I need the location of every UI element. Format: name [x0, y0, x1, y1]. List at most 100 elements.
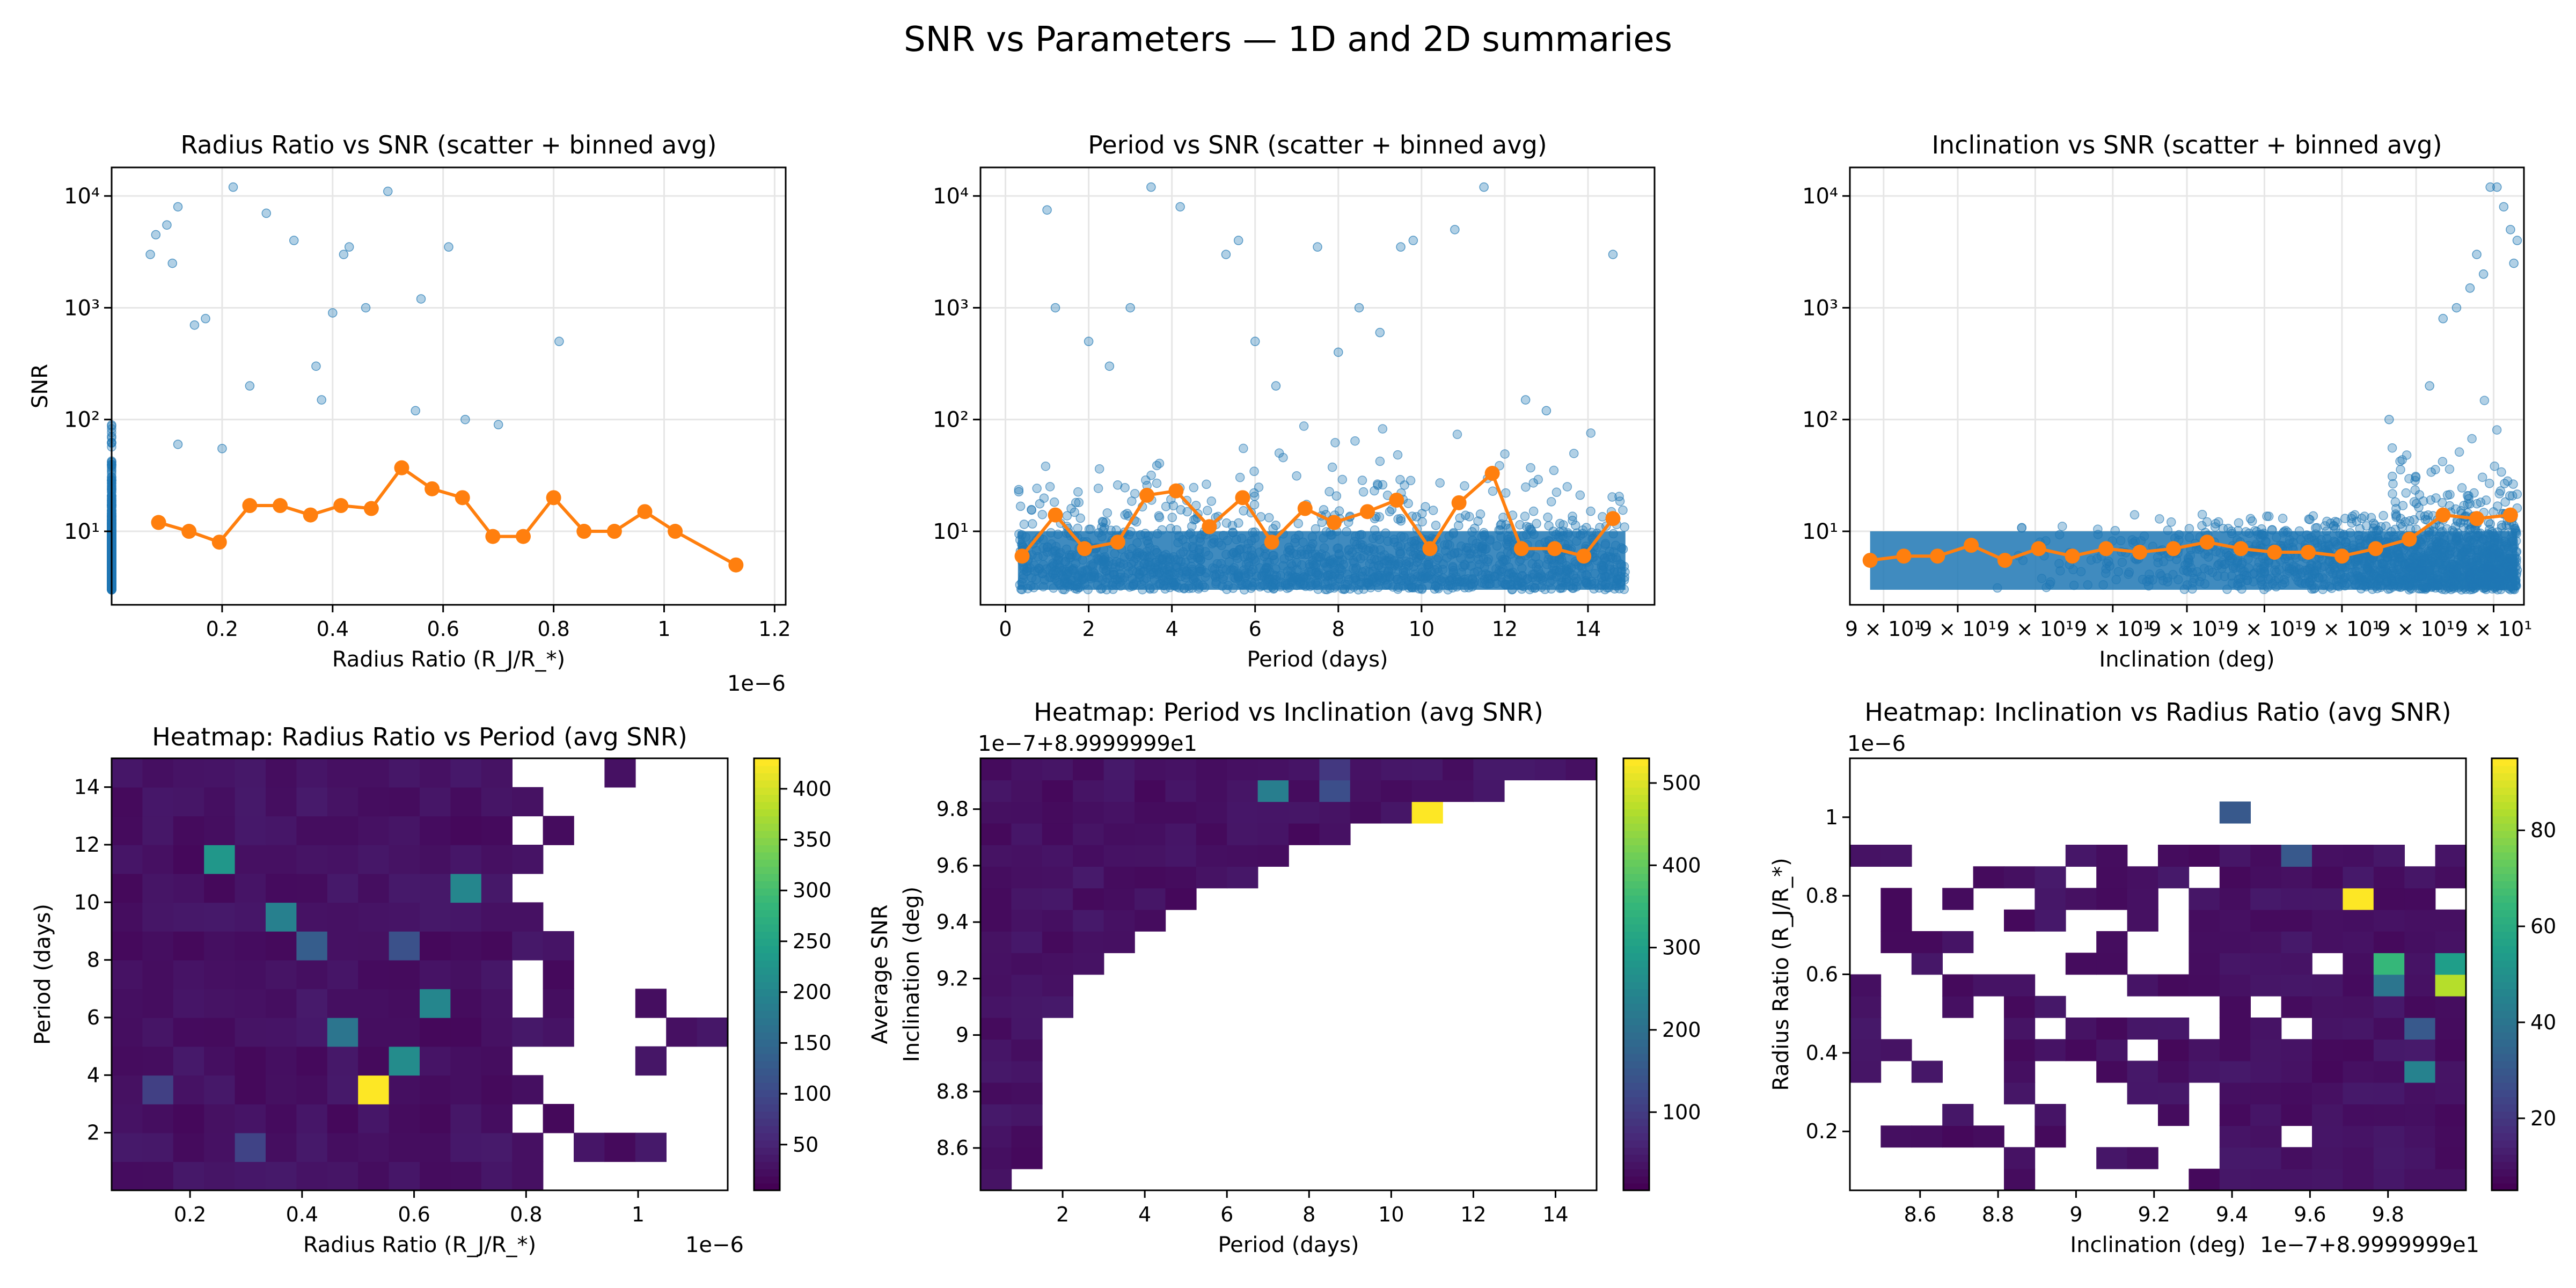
- x-tick-label: 0.6: [427, 617, 459, 641]
- outlier-point: [339, 250, 349, 259]
- outlier-point: [1042, 205, 1052, 215]
- outlier-point: [173, 440, 183, 449]
- colorbar-tick-label: 60: [2530, 914, 2556, 938]
- binned-avg-point: [2435, 507, 2451, 523]
- x-tick-label: 9.4: [2216, 1203, 2248, 1226]
- x-tick-label: 9 × 10¹: [1997, 617, 2074, 641]
- binned-avg-point: [1964, 538, 1979, 553]
- x-tick-label: 4: [1166, 617, 1179, 641]
- y-tick-label: 0.6: [1806, 963, 1838, 986]
- outlier-point: [173, 202, 183, 212]
- outlier-point: [554, 336, 564, 346]
- outlier-point: [2451, 303, 2462, 313]
- binned-avg-point: [2098, 541, 2114, 557]
- colorbar-tick-label: 100: [1662, 1100, 1701, 1124]
- colorbar-tick-label: 300: [793, 879, 832, 902]
- colorbar: 100 200 300 400 500: [1622, 757, 1701, 1191]
- y-tick-label: 10⁴: [1802, 184, 1838, 209]
- x-tick-label: 0.8: [537, 617, 569, 641]
- y-tick-label: 9.2: [936, 967, 969, 990]
- colorbar-tick-label: 200: [793, 980, 832, 1004]
- binned-avg-point: [2165, 541, 2181, 557]
- binned-avg-point: [546, 490, 561, 506]
- y-tick-label: 10³: [933, 296, 969, 320]
- heatmap-cells: [1850, 801, 2467, 1191]
- axes-frame: [979, 166, 1656, 606]
- outlier-point: [1313, 242, 1322, 252]
- binned-avg-point: [1930, 548, 1945, 564]
- x-tick-label: 0.6: [398, 1203, 430, 1226]
- y-tick-label: 0.4: [1806, 1041, 1838, 1065]
- binned-avg-point: [728, 557, 744, 573]
- outlier-point: [2478, 269, 2489, 279]
- binned-avg-point: [1077, 541, 1092, 557]
- x-tick-label: 9 × 10¹: [2074, 617, 2151, 641]
- outlier-point: [261, 208, 272, 218]
- colorbar-tick-label: 150: [793, 1031, 832, 1055]
- x-tick-label: 8: [1332, 617, 1345, 641]
- binned-avg-point: [1547, 541, 1562, 557]
- outlier-point: [493, 420, 503, 430]
- outlier-point: [411, 406, 420, 416]
- binned-avg-point: [363, 501, 379, 516]
- y-tick-label: 1: [1825, 806, 1838, 829]
- outlier-point: [201, 313, 210, 324]
- x-tick-label: 6: [1220, 1203, 1233, 1226]
- binned-avg-point: [2368, 541, 2383, 557]
- outlier-point: [2512, 236, 2522, 245]
- colorbar-tick-label: 400: [1662, 853, 1701, 877]
- panel-title: Period vs SNR (scatter + binned avg): [1088, 130, 1547, 159]
- outlier-point: [361, 303, 371, 313]
- binned-avg-point: [1451, 495, 1467, 510]
- outlier-point: [145, 250, 155, 259]
- y-tick-label: 9.6: [936, 854, 969, 877]
- binned-avg-point: [2065, 548, 2080, 564]
- y-tick-label: 9.4: [936, 910, 969, 934]
- binned-avg-point: [1862, 553, 1878, 568]
- binned-avg-point: [2402, 531, 2417, 547]
- outlier-point: [1175, 202, 1185, 212]
- x-axis-label: Inclination (deg): [2099, 647, 2274, 672]
- x-tick-label: 9 × 10¹: [1919, 617, 1996, 641]
- outlier-point: [444, 242, 453, 252]
- panel-title: Inclination vs SNR (scatter + binned avg…: [1931, 130, 2442, 159]
- colorbar: 50 100 150 200 250 300 350 400 Average SNR: [753, 757, 892, 1191]
- outlier-point: [317, 395, 326, 405]
- x-tick-label: 12: [1460, 1203, 1486, 1226]
- outlier-point: [2492, 182, 2502, 192]
- colorbar-tick-label: 250: [793, 930, 832, 953]
- outlier-point: [1146, 182, 1156, 192]
- y-tick-label: 10⁴: [933, 184, 969, 209]
- y-axis-label: Radius Ratio (R_J/R_*): [1769, 858, 1794, 1091]
- heatmap-panel-3: 8.6 8.8 9 9.2 9.4 9.6 9.8 0.2 0.4 0.6 0.8 1 Heatmap:…: [1769, 698, 2556, 1257]
- y-tick-label: 10²: [933, 408, 969, 433]
- heatmap-cells: [980, 758, 1597, 1191]
- x-tick-label: 2: [1056, 1203, 1069, 1226]
- outlier-point: [1541, 406, 1552, 416]
- x-tick-label: 0.4: [317, 617, 349, 641]
- binned-avg-point: [2334, 548, 2350, 564]
- binned-avg-point: [455, 490, 470, 506]
- binned-avg-point: [1484, 466, 1500, 481]
- y-tick-label: 9.8: [936, 797, 969, 821]
- x-tick-label: 0.8: [510, 1203, 542, 1226]
- outlier-point: [416, 294, 426, 304]
- y-tick-label: 8.6: [936, 1136, 969, 1160]
- x-tick-label: 0: [999, 617, 1012, 641]
- y-tick-label: 0.2: [1806, 1119, 1838, 1143]
- x-tick-label: 14: [1575, 617, 1601, 641]
- outlier-point: [1396, 242, 1406, 252]
- x-tick-label: 0.2: [206, 617, 238, 641]
- y-tick-label: 2: [87, 1121, 100, 1145]
- x-tick-label: 9 × 10¹: [2377, 617, 2455, 641]
- binned-avg-line: [1021, 470, 1614, 558]
- binned-avg-point: [2132, 545, 2148, 560]
- axes-frame: [979, 757, 1598, 1191]
- outlier-point: [2465, 283, 2475, 293]
- outlier-point: [2384, 414, 2394, 425]
- x-tick-label: 9 × 10¹: [1845, 617, 1922, 641]
- x-offset-text: 1e−7+8.9999999e1: [2260, 1233, 2479, 1257]
- outlier-point: [1050, 303, 1060, 313]
- outlier-point: [1104, 361, 1115, 371]
